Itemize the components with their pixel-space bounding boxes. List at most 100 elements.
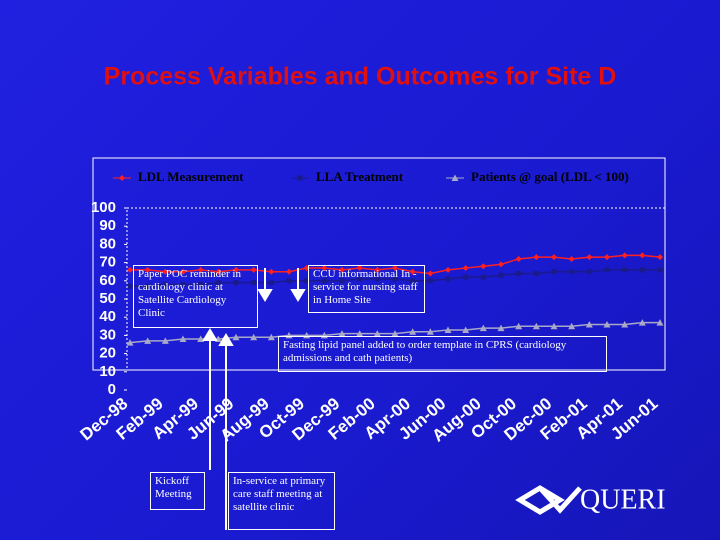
point bbox=[533, 271, 539, 277]
point bbox=[498, 261, 504, 268]
point bbox=[127, 283, 133, 289]
annotation: CCU informational In -service for nursin… bbox=[308, 265, 425, 313]
point bbox=[639, 252, 646, 259]
point bbox=[321, 265, 328, 272]
point bbox=[480, 263, 487, 270]
point bbox=[532, 322, 540, 330]
point bbox=[373, 330, 381, 337]
point bbox=[621, 252, 628, 259]
point bbox=[215, 268, 222, 275]
point bbox=[621, 320, 629, 328]
point bbox=[657, 267, 663, 273]
point bbox=[516, 271, 522, 277]
point bbox=[515, 255, 522, 262]
point bbox=[180, 268, 186, 275]
point bbox=[250, 266, 257, 273]
point bbox=[410, 278, 416, 284]
point bbox=[180, 281, 186, 287]
point bbox=[250, 333, 258, 341]
point bbox=[586, 254, 593, 261]
point bbox=[462, 265, 469, 272]
y-tick-label: 80 bbox=[99, 235, 116, 252]
y-tick-label: 10 bbox=[99, 363, 116, 380]
y-tick-label: 60 bbox=[99, 272, 116, 289]
point bbox=[622, 267, 628, 273]
point bbox=[144, 337, 152, 344]
point bbox=[197, 266, 204, 273]
point bbox=[585, 320, 593, 328]
point bbox=[232, 333, 240, 341]
annotation: Kickoff Meeting bbox=[150, 472, 205, 510]
point bbox=[445, 266, 451, 273]
point bbox=[233, 280, 239, 286]
point bbox=[268, 268, 275, 275]
point bbox=[179, 335, 187, 343]
point bbox=[550, 322, 558, 330]
point bbox=[445, 276, 451, 282]
point bbox=[604, 254, 610, 261]
point bbox=[568, 322, 576, 330]
y-tick-label: 70 bbox=[99, 254, 116, 271]
point bbox=[161, 337, 169, 344]
point bbox=[462, 326, 470, 333]
point bbox=[304, 278, 310, 284]
point bbox=[657, 254, 663, 261]
point bbox=[267, 333, 275, 341]
y-tick-label: 100 bbox=[91, 199, 116, 216]
point bbox=[145, 283, 151, 289]
point bbox=[498, 272, 504, 278]
point bbox=[586, 269, 592, 275]
legend-label: LLA Treatment bbox=[316, 169, 404, 184]
point bbox=[515, 322, 523, 330]
point bbox=[339, 278, 345, 284]
point bbox=[162, 268, 169, 275]
plot-frame bbox=[126, 207, 666, 371]
point bbox=[127, 266, 133, 273]
point bbox=[444, 326, 452, 333]
point bbox=[374, 276, 380, 282]
point bbox=[409, 268, 416, 275]
point bbox=[339, 266, 345, 273]
point bbox=[426, 328, 434, 335]
point bbox=[357, 276, 363, 282]
point bbox=[392, 276, 398, 282]
point bbox=[568, 255, 575, 262]
point bbox=[497, 324, 505, 332]
point bbox=[638, 319, 646, 326]
point bbox=[286, 278, 292, 284]
point bbox=[427, 278, 433, 284]
point bbox=[391, 330, 399, 337]
logo: QUERI bbox=[515, 484, 666, 515]
point bbox=[356, 265, 363, 272]
point bbox=[551, 269, 557, 275]
point bbox=[409, 328, 417, 335]
y-tick-label: 40 bbox=[99, 308, 116, 325]
point bbox=[198, 281, 204, 287]
point bbox=[215, 280, 221, 286]
y-tick-label: 50 bbox=[99, 290, 116, 307]
point bbox=[233, 266, 239, 273]
point bbox=[356, 330, 364, 337]
annotation: Paper POC reminder in cardiology clinic … bbox=[133, 265, 258, 328]
chart-title: Process Variables and Outcomes for Site … bbox=[104, 63, 617, 91]
point bbox=[321, 278, 327, 284]
point bbox=[604, 267, 610, 273]
annotation: Fasting lipid panel added to order templ… bbox=[278, 336, 607, 372]
y-tick-label: 90 bbox=[99, 217, 116, 234]
point bbox=[286, 268, 292, 275]
point bbox=[427, 270, 434, 277]
point bbox=[268, 280, 274, 286]
arrows bbox=[202, 268, 306, 530]
logo-text: QUERI bbox=[580, 484, 666, 515]
point bbox=[603, 320, 611, 328]
point bbox=[126, 339, 134, 346]
annotation: In-service at primary care staff meeting… bbox=[228, 472, 335, 530]
point bbox=[533, 254, 540, 261]
point bbox=[251, 280, 257, 286]
point bbox=[162, 281, 168, 287]
point bbox=[144, 266, 151, 273]
legend-label: LDL Measurement bbox=[138, 169, 244, 184]
point bbox=[338, 330, 346, 337]
